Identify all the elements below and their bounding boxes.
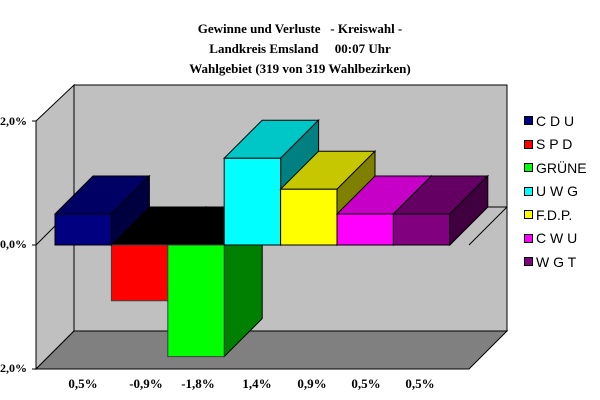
chart-title-line-3: Wahlgebiet (319 von 319 Wahlbezirken) bbox=[189, 61, 411, 76]
y-tick-zero: 0,0% bbox=[0, 237, 27, 251]
legend-item: C D U bbox=[524, 109, 587, 133]
legend-item: C W U bbox=[524, 227, 587, 251]
floor bbox=[34, 330, 509, 370]
bar-uwg-front bbox=[223, 157, 282, 246]
legend-swatch-icon bbox=[524, 139, 533, 149]
chart-legend: C D U S P D GRÜNE U W G F.D.P. C W U W G T bbox=[524, 109, 587, 274]
legend-label: F.D.P. bbox=[536, 206, 573, 223]
legend-swatch-icon bbox=[524, 116, 533, 126]
zero-line-right bbox=[468, 206, 508, 246]
bar-cwu-front bbox=[336, 213, 394, 246]
bar-cdu-front bbox=[54, 213, 112, 246]
value-label-5: 0,5% bbox=[351, 376, 381, 391]
legend-swatch-icon bbox=[524, 233, 533, 243]
legend-label: U W G bbox=[536, 183, 578, 200]
chart-title-line-1: Gewinne und Verluste - Kreiswahl - bbox=[197, 21, 403, 36]
legend-item: S P D bbox=[524, 133, 587, 157]
value-label-6: 0,5% bbox=[405, 376, 435, 391]
legend-swatch-icon bbox=[524, 257, 533, 267]
bar-fdp-front bbox=[280, 188, 338, 246]
legend-label: GRÜNE bbox=[536, 159, 587, 176]
bar-grüne-front bbox=[167, 244, 225, 358]
legend-label: W G T bbox=[536, 253, 577, 270]
y-tick-top: 2,0% bbox=[0, 114, 27, 128]
value-label-0: 0,5% bbox=[68, 376, 98, 391]
legend-swatch-icon bbox=[524, 186, 533, 196]
legend-swatch-icon bbox=[524, 210, 533, 220]
legend-label: S P D bbox=[536, 136, 573, 153]
value-label-3: 1,4% bbox=[242, 376, 272, 391]
chart-title-line-2: Landkreis Emsland 00:07 Uhr bbox=[209, 41, 391, 56]
legend-item: W G T bbox=[524, 250, 587, 274]
bar-spd-front bbox=[110, 244, 169, 302]
legend-swatch-icon bbox=[524, 163, 533, 173]
bar-wgt-front bbox=[392, 213, 451, 246]
value-label-1: -0,9% bbox=[129, 376, 163, 391]
legend-item: U W G bbox=[524, 180, 587, 204]
y-tick-bottom: 2,0% bbox=[0, 361, 27, 375]
legend-label: C D U bbox=[536, 112, 575, 129]
legend-item: GRÜNE bbox=[524, 156, 587, 180]
value-label-4: 0,9% bbox=[297, 376, 327, 391]
legend-label: C W U bbox=[536, 230, 578, 247]
legend-item: F.D.P. bbox=[524, 203, 587, 227]
value-label-2: -1,8% bbox=[181, 376, 215, 391]
